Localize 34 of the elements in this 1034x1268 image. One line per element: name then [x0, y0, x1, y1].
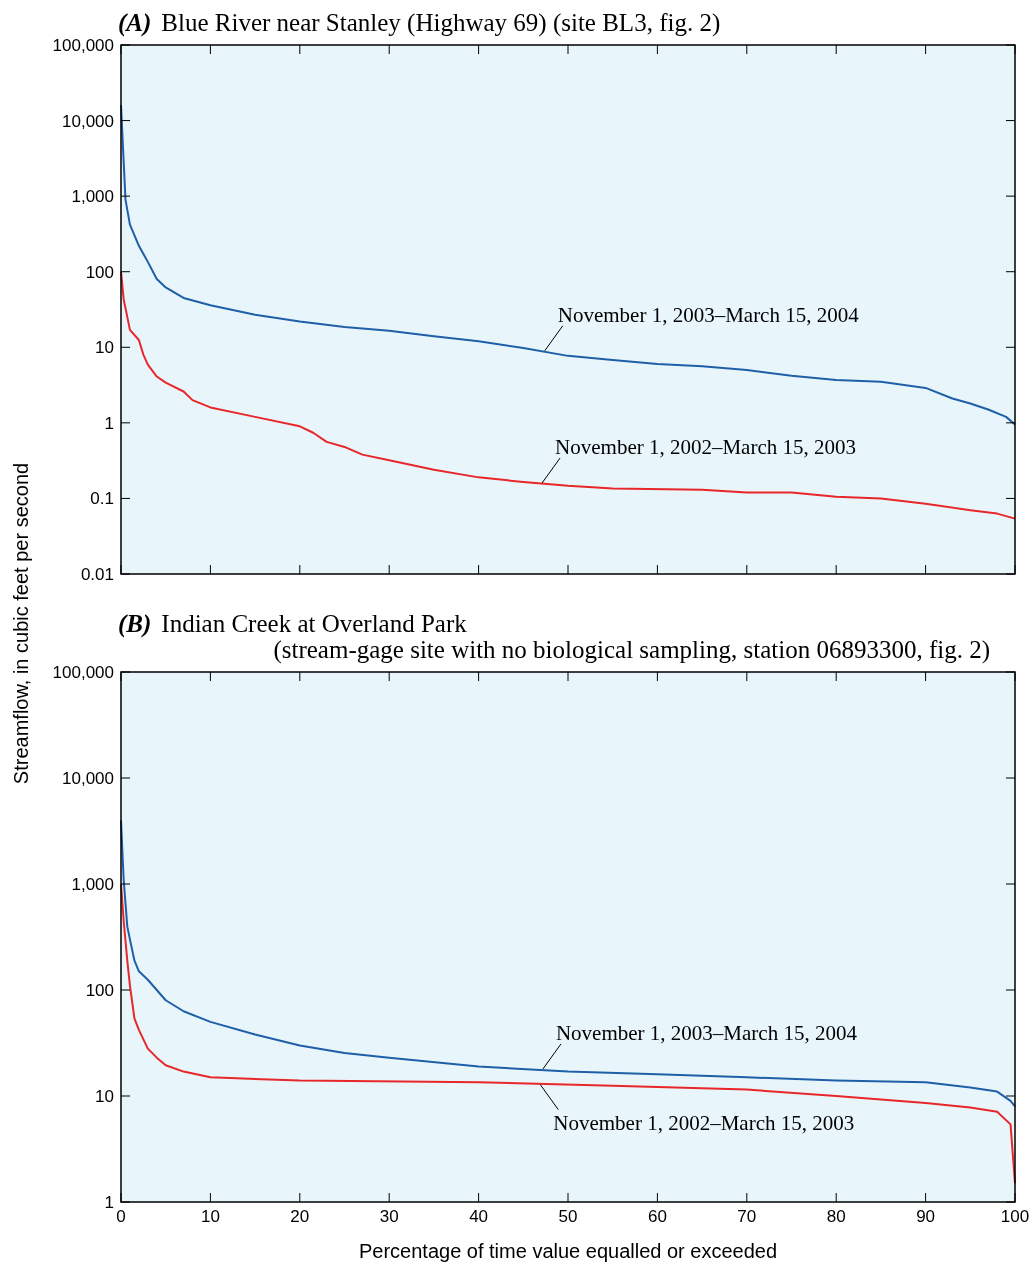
y-tick-label: 0.1: [90, 489, 114, 509]
y-tick-label: 0.01: [80, 565, 114, 584]
chart-subtitle: (stream-gage site with no biological sampling, station 06893300, fig. 2): [273, 636, 990, 664]
y-tick-label: 100,000: [52, 36, 114, 55]
y-tick-label: 1: [104, 413, 114, 433]
annotation: November 1, 2002–March 15, 2003: [555, 435, 857, 459]
x-tick-label: 90: [916, 1207, 936, 1226]
y-tick-label: 10: [95, 1087, 114, 1106]
y-tick-label: 10,000: [62, 769, 114, 788]
x-tick-label: 80: [826, 1207, 846, 1226]
annotation: November 1, 2003–March 15, 2004: [557, 302, 860, 327]
y-axis-title: Streamflow, in cubic feet per second: [10, 462, 32, 785]
y-tick-label: 100: [85, 981, 114, 1000]
x-tick-label: 70: [737, 1207, 757, 1226]
x-axis-title: Percentage of time value equalled or exceeded: [358, 1240, 778, 1262]
annotation: November 1, 2003–March 15, 2004: [555, 1020, 858, 1045]
y-tick-label: 10,000: [62, 111, 114, 131]
chart-title: (A) Blue River near Stanley (Highway 69) (site BL3, fig. 2): [118, 9, 721, 37]
chart-title: (B) Indian Creek at Overland Park: [118, 610, 468, 638]
y-tick-label: 100,000: [52, 663, 114, 682]
x-tick-label: 20: [290, 1207, 310, 1226]
y-tick-label: 100: [85, 262, 114, 282]
y-tick-label: 1: [104, 1193, 114, 1212]
y-tick-label: 1,000: [71, 187, 114, 207]
x-tick-label: 60: [647, 1207, 667, 1226]
y-tick-label: 1,000: [71, 875, 114, 894]
x-tick-label: 30: [379, 1207, 399, 1226]
x-tick-label: 10: [200, 1207, 220, 1226]
annotation: November 1, 2002–March 15, 2003: [553, 1110, 855, 1135]
x-tick-label: 100: [1000, 1207, 1030, 1226]
x-tick-label: 40: [469, 1207, 489, 1226]
y-tick-label: 10: [95, 338, 114, 358]
x-tick-label: 50: [558, 1207, 578, 1226]
x-tick-label: 0: [116, 1207, 126, 1226]
